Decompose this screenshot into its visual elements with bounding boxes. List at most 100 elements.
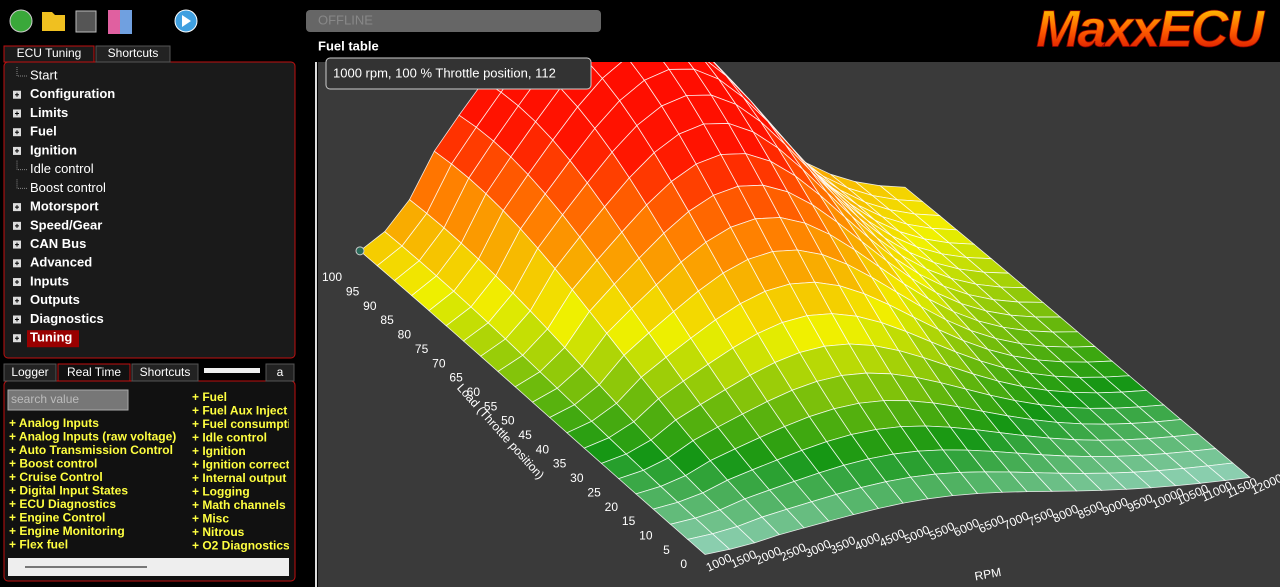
tab-label: ECU Tuning [17,46,82,60]
expander-plus [15,92,19,97]
connect-icon[interactable] [9,9,33,33]
expander-plus [15,205,19,210]
tree-item[interactable]: Limits [30,105,68,120]
tab-label: Shortcuts [108,46,159,60]
load-tick-label: 90 [363,299,377,313]
tree-line [16,179,27,189]
load-tick-label: 0 [680,557,687,571]
load-tick-label: 30 [570,471,584,485]
realtime-right: + Fuel+ Fuel Aux Inject+ Fuel consumpti+… [192,390,293,553]
realtime-group[interactable]: + Fuel Aux Inject [192,404,287,418]
expander-plus [15,317,19,322]
tab[interactable] [3,363,57,382]
realtime-group[interactable]: + Fuel consumpti [192,417,291,431]
realtime-group[interactable]: + Internal output [192,471,286,485]
tab-label: Logger [11,365,48,379]
status-text: OFFLINE [318,12,373,27]
open-icon[interactable] [42,12,65,31]
realtime-group[interactable]: + Flex fuel [9,538,68,552]
scrollbar-thumb [25,566,147,568]
surface-cell [1207,462,1251,481]
tree-item[interactable]: Fuel [30,124,57,139]
tab[interactable] [265,363,295,382]
tab[interactable] [57,363,131,382]
load-tick-label: 40 [536,442,550,456]
logo: MaxxECU [1036,1,1265,59]
expander-plus [15,242,19,247]
realtime-group[interactable]: + O2 Diagnostics [192,539,290,553]
main-title: Fuel table [318,38,379,53]
tree-line [16,67,27,77]
tree-item[interactable]: Tuning [30,330,72,345]
load-tick-label: 15 [622,514,636,528]
tree-item[interactable]: CAN Bus [30,236,86,251]
tab[interactable] [95,45,171,63]
load-tick-label: 60 [467,385,481,399]
scrollbar[interactable] [8,558,289,576]
save-icon[interactable] [75,10,97,33]
realtime-group[interactable]: + Idle control [192,431,267,445]
selection [27,330,79,348]
load-tick-label: 10 [639,528,653,542]
load-tick-label: 55 [484,399,498,413]
status-bar [306,10,601,32]
expander-plus [15,261,19,266]
realtime-group[interactable]: + Auto Transmission Control [9,443,173,457]
tree-item[interactable]: Motorsport [30,199,99,214]
tree-line [16,160,27,171]
tree-item[interactable]: Outputs [30,292,80,307]
load-tick-label: 50 [501,414,515,428]
expander-plus [15,336,19,341]
tree-item[interactable]: Start [30,67,58,82]
realtime-group[interactable]: + Fuel [192,390,227,404]
realtime-group[interactable]: + Engine Control [9,511,105,525]
load-tick-label: 35 [553,457,567,471]
rpm-axis-label: RPM [974,565,1003,583]
realtime-group[interactable]: + Engine Monitoring [9,524,125,538]
realtime-group[interactable]: + Analog Inputs (raw voltage) [9,430,176,444]
expander-plus [15,111,19,116]
realtime-group[interactable]: + Ignition [192,444,246,458]
tree-item[interactable]: Speed/Gear [30,217,102,232]
realtime-group[interactable]: + Ignition correcti [192,458,293,472]
realtime-group[interactable]: + Logging [192,485,250,499]
expander-plus [15,223,19,228]
toolbar [9,9,198,34]
load-tick-label: 80 [398,328,412,342]
tab-placeholder [204,368,260,373]
tree-item[interactable]: Idle control [30,161,94,176]
load-tick-label: 85 [380,313,394,327]
load-tick-label: 45 [518,428,532,442]
tree-item[interactable]: Boost control [30,180,106,195]
tree-item[interactable]: Ignition [30,142,77,157]
realtime-group[interactable]: + Cruise Control [9,470,103,484]
realtime-group[interactable]: + Nitrous [192,525,245,539]
cursor-point [355,246,365,256]
tooltip-text: 1000 rpm, 100 % Throttle position, 112 [333,65,556,80]
load-tick-label: 20 [605,500,619,514]
realtime-group[interactable]: + Boost control [9,457,97,471]
tab[interactable] [3,45,95,63]
realtime-group[interactable]: + Math channels [192,498,286,512]
load-tick-label: 65 [449,371,463,385]
realtime-group[interactable]: + Analog Inputs [9,416,99,430]
load-tick-label: 5 [663,543,670,557]
expander-plus [15,148,19,153]
realtime-group[interactable]: + Digital Input States [9,484,128,498]
search-box[interactable] [7,389,129,411]
expander-plus [15,130,19,135]
tree-item[interactable]: Advanced [30,255,92,270]
tree-item[interactable]: Diagnostics [30,311,104,326]
realtime-group[interactable]: + Misc [192,512,229,526]
load-tick-label: 70 [432,356,446,370]
tooltip [325,57,592,90]
tab-label: Real Time [67,365,121,379]
tab-label: a [277,365,284,379]
tree-item[interactable]: Inputs [30,273,69,288]
realtime-group[interactable]: + ECU Diagnostics [9,497,116,511]
tab[interactable] [131,363,199,382]
tree-item[interactable]: Configuration [30,86,115,101]
load-tick-label: 100 [322,270,342,284]
search-placeholder: search value [11,392,79,406]
load-tick-label: 25 [587,485,601,499]
